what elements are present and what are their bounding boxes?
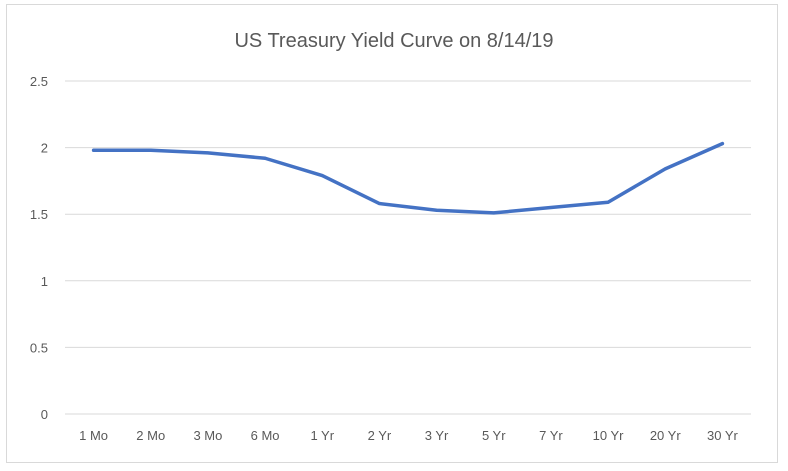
y-tick-label: 2 [41, 141, 48, 156]
y-tick-label: 2.5 [30, 74, 48, 89]
gridlines [65, 80, 751, 415]
x-tick-label: 3 Yr [425, 428, 449, 443]
data-point [206, 151, 210, 155]
data-point [492, 211, 496, 215]
x-tick-label: 5 Yr [482, 428, 506, 443]
y-tick-label: 0.5 [30, 340, 48, 355]
x-tick-label: 30 Yr [707, 428, 739, 443]
data-point [92, 148, 96, 152]
x-tick-label: 3 Mo [193, 428, 222, 443]
series-line [91, 141, 725, 215]
x-tick-label: 1 Mo [79, 428, 108, 443]
x-tick-label: 20 Yr [650, 428, 682, 443]
x-tick-label: 6 Mo [251, 428, 280, 443]
y-tick-label: 0 [41, 407, 48, 422]
x-tick-label: 2 Mo [136, 428, 165, 443]
x-axis-ticks: 1 Mo 2 Mo 3 Mo 6 Mo 1 Yr 2 Yr 3 Yr 5 Yr 7 Yr 10 Y… [79, 428, 738, 443]
data-point [149, 148, 153, 152]
data-point [435, 208, 439, 212]
x-tick-label: 10 Yr [593, 428, 625, 443]
data-point [320, 174, 324, 178]
data-point [377, 202, 381, 206]
series-layer [91, 141, 725, 215]
data-point [263, 156, 267, 160]
x-tick-label: 1 Yr [310, 428, 334, 443]
y-tick-label: 1 [41, 274, 48, 289]
chart-title: US Treasury Yield Curve on 8/14/19 [234, 30, 554, 52]
data-point [720, 142, 724, 146]
data-point [606, 200, 610, 204]
y-tick-label: 1.5 [30, 207, 48, 222]
y-axis-ticks: 0 0.5 1 1.5 2 2.5 [30, 74, 48, 422]
data-point [549, 206, 553, 210]
x-tick-label: 7 Yr [539, 428, 563, 443]
x-tick-label: 2 Yr [368, 428, 392, 443]
data-point [663, 167, 667, 171]
